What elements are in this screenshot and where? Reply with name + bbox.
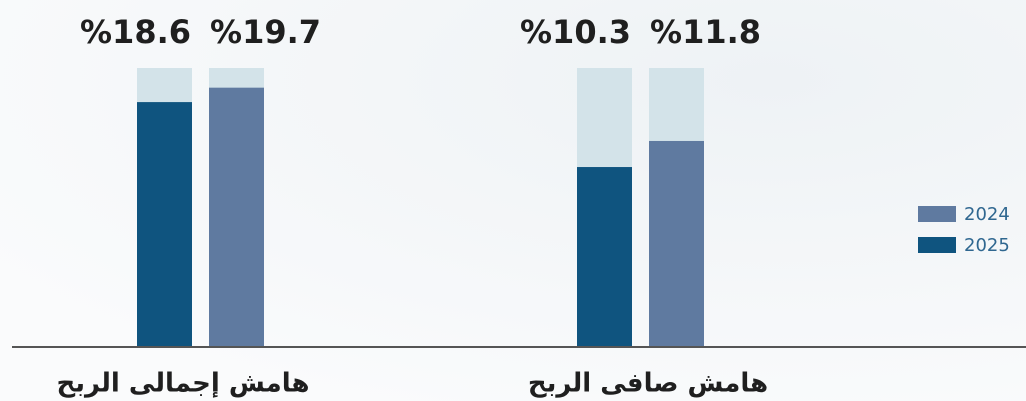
- bar: [577, 167, 632, 346]
- value-label: %19.7: [210, 13, 321, 51]
- bar: [137, 102, 192, 347]
- legend-label: 2025: [964, 235, 1010, 256]
- legend-swatch: [918, 206, 956, 222]
- legend-swatch: [918, 237, 956, 253]
- category-label: هامش صافى الربح: [528, 369, 768, 399]
- value-label: %18.6: [80, 13, 191, 51]
- bar: [209, 87, 264, 347]
- value-label: %10.3: [520, 13, 631, 51]
- legend-label: 2024: [964, 204, 1010, 225]
- value-label: %11.8: [650, 13, 761, 51]
- category-label: هامش إجمالى الربح: [56, 369, 309, 399]
- bar: [649, 140, 704, 346]
